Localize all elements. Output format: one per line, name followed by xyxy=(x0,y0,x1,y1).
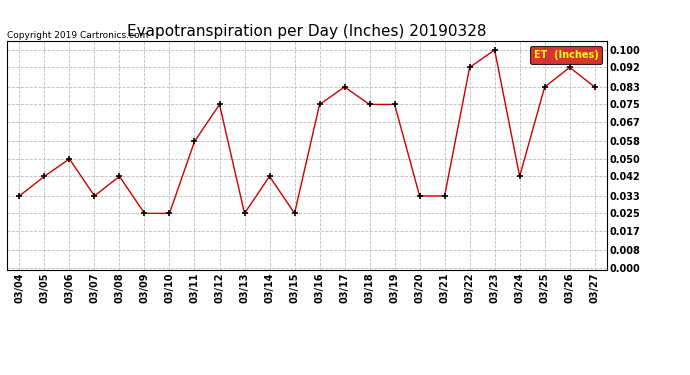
Legend: ET  (Inches): ET (Inches) xyxy=(530,46,602,64)
Title: Evapotranspiration per Day (Inches) 20190328: Evapotranspiration per Day (Inches) 2019… xyxy=(127,24,487,39)
Text: Copyright 2019 Cartronics.com: Copyright 2019 Cartronics.com xyxy=(7,31,148,40)
